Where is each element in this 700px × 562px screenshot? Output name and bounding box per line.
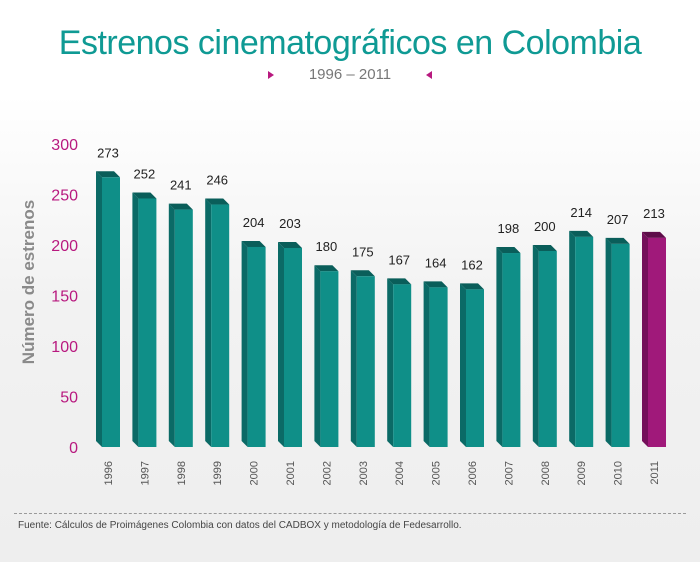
footer-divider — [14, 513, 686, 514]
y-axis-title: Número de estrenos — [19, 200, 38, 364]
bar-top — [132, 192, 157, 199]
bar — [211, 204, 230, 447]
bar — [648, 237, 666, 447]
bar — [466, 289, 484, 447]
subtitle-row: 1996 – 2011 — [0, 66, 700, 86]
data-label: 167 — [388, 252, 410, 267]
bar-top — [642, 231, 666, 238]
bar — [138, 198, 157, 447]
data-label: 213 — [643, 206, 665, 221]
x-tick-label: 2005 — [431, 461, 443, 485]
data-label: 164 — [425, 255, 447, 270]
bar — [429, 287, 448, 447]
data-label: 175 — [352, 244, 374, 259]
bar-side — [314, 265, 321, 447]
x-tick-label: 2003 — [358, 461, 370, 485]
bar-side — [168, 203, 175, 447]
y-tick-label: 300 — [51, 137, 78, 154]
bar-top — [423, 281, 448, 288]
data-label: 204 — [243, 215, 265, 230]
bar-side — [642, 231, 648, 447]
bar-top — [569, 230, 594, 237]
bar-top — [350, 270, 375, 277]
bar-top — [241, 240, 266, 247]
bar-side — [132, 192, 139, 447]
bar — [611, 243, 630, 447]
bar-side — [205, 198, 212, 447]
bar-side — [460, 283, 466, 447]
data-label: 180 — [316, 239, 338, 254]
y-tick-label: 100 — [51, 339, 78, 356]
x-tick-label: 2009 — [576, 461, 588, 485]
bar-top — [96, 171, 120, 178]
data-label: 241 — [170, 178, 192, 193]
x-tick-label: 1996 — [103, 461, 115, 485]
y-tick-label: 200 — [51, 238, 78, 255]
x-tick-label: 1998 — [176, 461, 188, 485]
bar-top — [278, 241, 302, 248]
bar — [247, 246, 266, 447]
bar — [174, 209, 193, 447]
bar — [502, 253, 521, 447]
data-label: 246 — [206, 173, 228, 188]
x-tick-label: 2006 — [467, 461, 479, 485]
chart-subtitle: 1996 – 2011 — [308, 66, 392, 83]
data-label: 252 — [134, 166, 156, 181]
data-label: 198 — [498, 221, 520, 236]
bar-side — [605, 237, 612, 447]
bar-side — [387, 278, 394, 447]
bar — [284, 247, 302, 447]
bar — [320, 271, 339, 447]
bar — [538, 251, 557, 447]
source-note: Fuente: Cálculos de Proimágenes Colombia… — [18, 520, 462, 531]
data-label: 207 — [607, 212, 629, 227]
bar — [102, 177, 120, 447]
x-tick-label: 2001 — [285, 461, 297, 485]
x-tick-label: 2011 — [649, 461, 661, 485]
y-tick-label: 150 — [51, 289, 78, 306]
bar-top — [387, 278, 412, 285]
bar — [575, 236, 594, 447]
bar-top — [460, 283, 484, 290]
data-label: 214 — [570, 205, 592, 220]
x-tick-label: 2000 — [249, 461, 261, 485]
bar-side — [241, 240, 248, 447]
right-triangle-icon — [268, 71, 274, 79]
bar-chart: 0 50 100 150 200 250 300 Número de estrenos 273 1… — [19, 137, 666, 485]
bar-side — [96, 171, 102, 447]
data-label: 203 — [279, 216, 301, 231]
left-triangle-icon — [426, 71, 432, 79]
bar-side — [496, 247, 503, 447]
data-label: 200 — [534, 219, 556, 234]
bar-top — [496, 247, 521, 254]
bar-side — [423, 281, 430, 447]
bar-top — [205, 198, 230, 205]
bar-side — [569, 230, 576, 447]
x-tick-label: 2007 — [503, 461, 515, 485]
bar-top — [532, 245, 557, 251]
x-tick-label: 2010 — [613, 461, 625, 485]
data-label: 162 — [461, 257, 483, 272]
x-tick-label: 2008 — [540, 461, 552, 485]
bar — [356, 276, 375, 447]
bar — [393, 284, 412, 447]
bar-top — [314, 265, 339, 272]
chart-title: Estrenos cinematográficos en Colombia — [58, 24, 642, 62]
bar-top — [168, 203, 193, 210]
bar-side — [532, 245, 539, 447]
x-tick-label: 2002 — [321, 461, 333, 485]
x-tick-label: 1997 — [139, 461, 151, 485]
x-tick-label: 2004 — [394, 461, 406, 485]
data-label: 273 — [97, 145, 119, 160]
x-tick-label: 1999 — [212, 461, 224, 485]
bar-side — [350, 270, 357, 447]
bar-top — [605, 237, 630, 244]
y-tick-label: 50 — [60, 390, 78, 407]
bar-side — [278, 241, 284, 447]
y-tick-label: 0 — [69, 440, 78, 457]
y-tick-label: 250 — [51, 188, 78, 205]
